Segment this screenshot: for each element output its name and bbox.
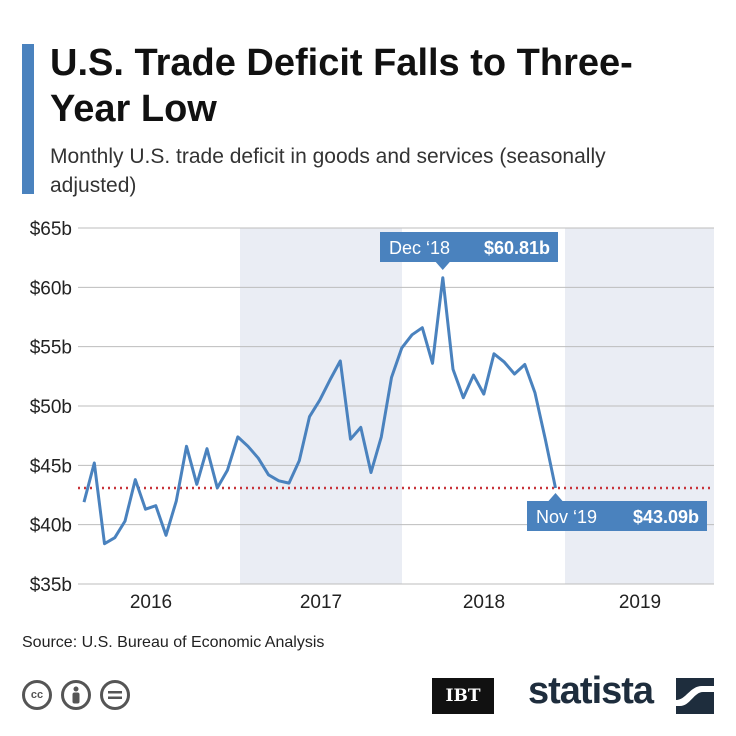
y-tick-label: $60b [30, 278, 72, 299]
person-glyph [72, 686, 80, 704]
x-year-label: 2019 [619, 592, 661, 613]
equals-nd-icon[interactable] [100, 680, 130, 710]
annotation-value: $60.81b [484, 238, 550, 258]
y-tick-label: $65b [30, 219, 72, 240]
y-tick-label: $45b [30, 456, 72, 477]
equals-glyph [108, 691, 122, 699]
license-icons: cc [22, 680, 130, 710]
chart-subtitle: Monthly U.S. trade deficit in goods and … [50, 145, 606, 197]
annotation-box [527, 501, 707, 531]
chart-title: U.S. Trade Deficit Falls to Three-Year L… [50, 42, 633, 130]
ibt-logo[interactable]: IBT [432, 678, 494, 714]
source-note: Source: U.S. Bureau of Economic Analysis [22, 634, 325, 651]
x-year-label: 2017 [300, 592, 342, 613]
annotation-value: $43.09b [633, 507, 699, 527]
y-tick-label: $35b [30, 575, 72, 596]
x-year-label: 2018 [463, 592, 505, 613]
line-chart: $35b $40b $45b $50b $55b $60b $65b 2016 2017 2018… [30, 219, 714, 613]
annotation-box [380, 232, 558, 262]
statista-wave-icon [676, 678, 714, 714]
annotation-label: Dec ‘18 [389, 238, 450, 258]
y-tick-label: $55b [30, 338, 72, 359]
cc-icon[interactable]: cc [22, 680, 52, 710]
series-line [82, 276, 557, 546]
y-tick-label: $50b [30, 397, 72, 418]
annotation-pointer [548, 493, 563, 501]
annotation-label: Nov ‘19 [536, 507, 597, 527]
statista-logo[interactable]: statista [528, 670, 654, 712]
title-accent-bar [22, 44, 34, 194]
y-tick-label: $40b [30, 516, 72, 537]
by-person-icon[interactable] [61, 680, 91, 710]
annotation-pointer [435, 262, 450, 270]
x-year-label: 2016 [130, 592, 172, 613]
